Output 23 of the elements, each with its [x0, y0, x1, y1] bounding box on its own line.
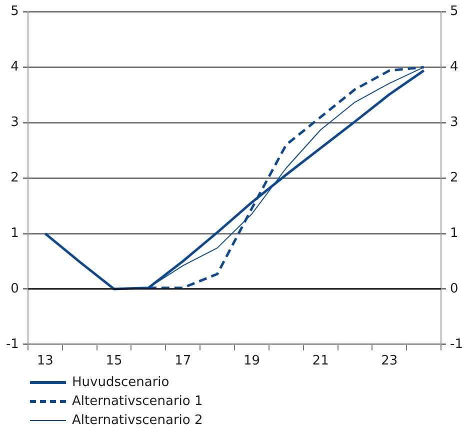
y2-tick-label: 0	[450, 281, 458, 296]
legend-label: Alternativscenario 2	[72, 412, 203, 429]
x-tick-label: 19	[243, 354, 260, 369]
y2-tick-label: 3	[450, 115, 458, 130]
y2-tick-label: 1	[450, 226, 458, 241]
legend-label: Alternativscenario 1	[72, 393, 203, 411]
x-tick-label: 15	[106, 354, 122, 369]
y2-tick-label: 5	[450, 4, 458, 20]
y-tick-label: 5	[10, 4, 19, 20]
y2-tick-label: 2	[450, 170, 458, 186]
x-tick-label: 23	[381, 354, 398, 369]
y-tick-label: 4	[10, 60, 19, 75]
y2-tick-label: -1	[450, 336, 464, 352]
x-tick-label: 17	[174, 354, 192, 369]
y-tick-label: 3	[10, 115, 19, 130]
y-tick-label: 0	[10, 281, 19, 296]
y2-tick-label: 4	[450, 60, 458, 75]
x-tick-label: 13	[36, 354, 54, 369]
x-tick-label: 21	[312, 354, 329, 369]
y-tick-label: -1	[6, 336, 19, 352]
y-tick-label: 1	[10, 226, 19, 241]
y-tick-label: 2	[10, 170, 19, 186]
legend-label: Huvudscenario	[72, 374, 170, 392]
